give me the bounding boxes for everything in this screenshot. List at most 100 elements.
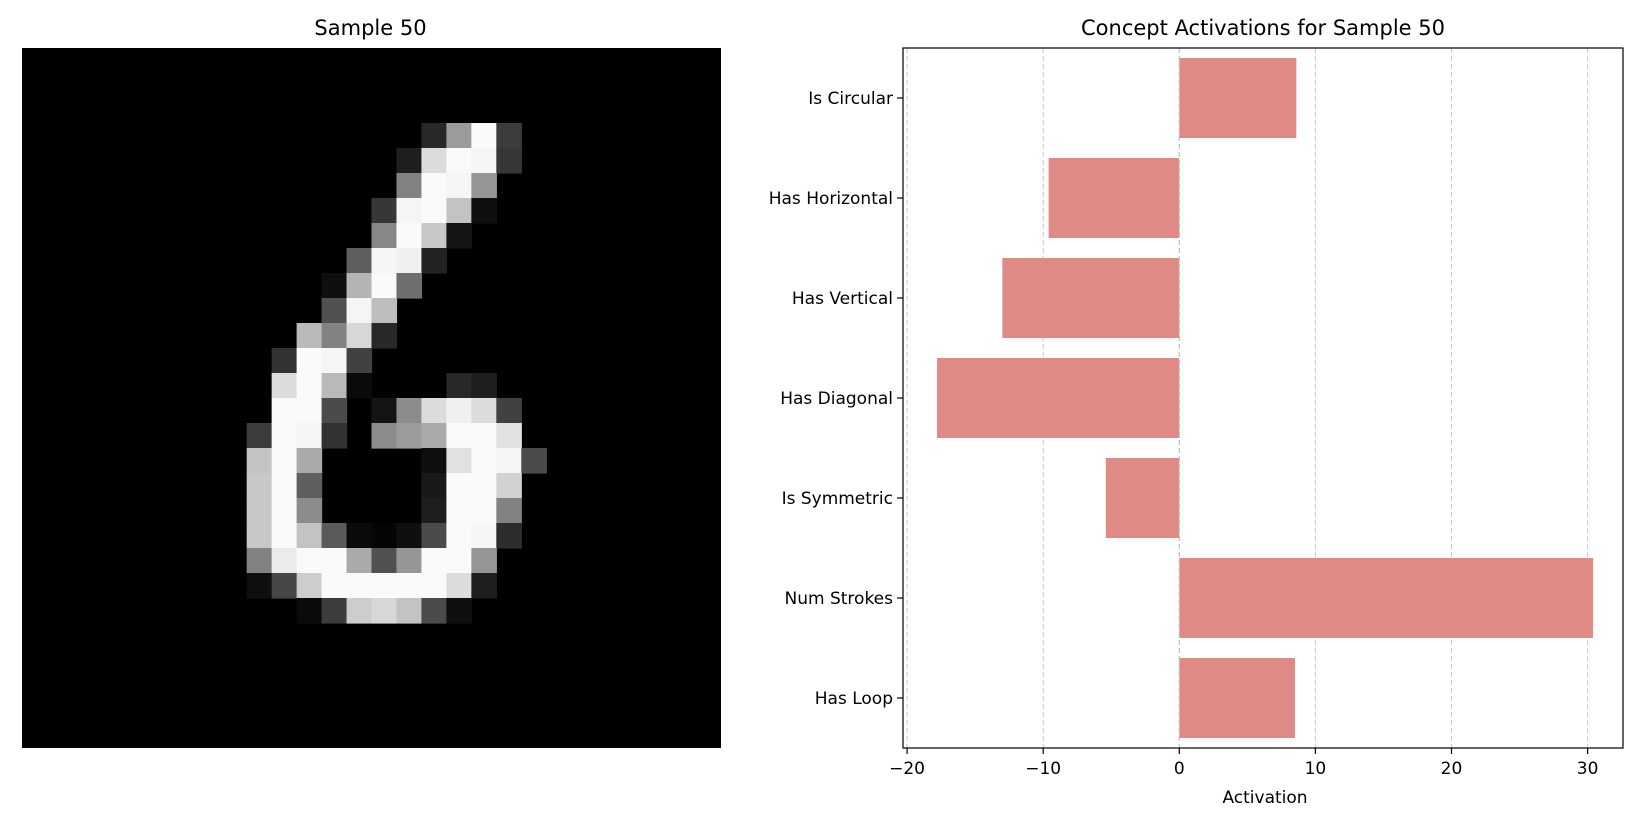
digit-pixel [471,573,497,599]
digit-pixel [421,198,447,224]
digit-pixel [371,548,398,574]
bar [1179,58,1297,138]
digit-pixel [296,523,323,549]
digit-pixel [271,448,298,474]
x-tick-label: 30 [1577,759,1599,779]
digit-pixel [246,548,273,574]
y-tick-label: Is Symmetric [782,489,893,509]
digit-pixel [346,573,373,599]
digit-pixel [296,348,323,374]
digit-pixel [371,573,398,599]
digit-pixel [296,423,323,449]
digit-pixel [271,498,298,524]
digit-pixel [321,398,348,424]
digit-pixel [446,398,472,424]
digit-pixel [471,448,497,474]
digit-pixel [296,573,323,599]
x-tick-label: 20 [1441,759,1463,779]
digit-pixel [396,148,423,174]
digit-pixel [446,223,472,249]
digit-pixel [446,198,472,224]
digit-pixel [371,223,398,249]
digit-pixel [421,473,447,499]
digit-pixel [471,398,497,424]
digit-pixel [271,548,298,574]
digit-pixel [396,198,423,224]
digit-pixel [321,273,348,299]
chart-title: Concept Activations for Sample 50 [1081,16,1445,40]
digit-pixel [371,598,398,624]
digit-pixel [521,448,547,474]
digit-pixel [496,523,522,549]
digit-pixel [246,448,273,474]
digit-pixel [296,448,323,474]
bar [1048,158,1180,238]
digit-pixel [471,173,497,199]
y-tick-label: Has Vertical [792,289,893,309]
digit-pixel [446,423,472,449]
digit-pixel [246,523,273,549]
digit-pixel [446,123,472,149]
digit-pixel [471,473,497,499]
digit-pixel [446,373,472,399]
digit-pixel [421,223,447,249]
digit-pixel [296,473,323,499]
digit-pixel [496,448,522,474]
digit-pixel [271,423,298,449]
bars [937,58,1594,738]
digit-pixel [321,423,348,449]
digit-pixel [496,473,522,499]
digit-pixel [471,548,497,574]
digit-pixel [446,173,472,199]
digit-pixel [346,373,373,399]
digit-pixel [371,323,398,349]
digit-pixel [371,423,398,449]
digit-pixel [271,473,298,499]
digit-pixel [446,573,472,599]
bar [937,358,1180,438]
digit-pixel [346,598,373,624]
digit-pixel [421,123,447,149]
digit-pixel [346,273,373,299]
digit-pixel [296,398,323,424]
y-axis-ticks: Is Circular Has Horizontal Has Vertical Has… [769,89,903,709]
digit-pixel [296,498,323,524]
digit-pixel [496,148,522,174]
digit-pixel [321,298,348,324]
digit-pixel [271,348,298,374]
digit-pixel [446,473,472,499]
bar [1105,458,1180,538]
digit-pixel [371,298,398,324]
digit-pixel [446,548,472,574]
digit-pixel [496,398,522,424]
digit-pixel [246,573,273,599]
digit-pixel [421,573,447,599]
digit-pixel [396,173,423,199]
digit-pixel [371,248,398,274]
digit-pixel [421,398,447,424]
digit-pixel [446,598,472,624]
digit-pixel [296,598,323,624]
digit-pixel [396,223,423,249]
digit-pixel [471,123,497,149]
digit-pixel [446,523,472,549]
digit-pixel [471,523,497,549]
digit-pixel [321,548,348,574]
digit-pixel [446,448,472,474]
digit-pixel [346,248,373,274]
digit-pixel [421,423,447,449]
x-tick-label: −20 [889,759,925,779]
y-tick-label: Has Loop [815,689,893,709]
digit-pixel [446,148,472,174]
bar [1179,658,1295,738]
digit-pixel [371,273,398,299]
digit-pixel [396,423,423,449]
digit-pixel [321,348,348,374]
digit-pixel [396,523,423,549]
digit-pixel [471,198,497,224]
digit-pixel [271,373,298,399]
digit-pixel [421,148,447,174]
y-tick-label: Is Circular [808,89,893,109]
digit-pixel [246,423,273,449]
